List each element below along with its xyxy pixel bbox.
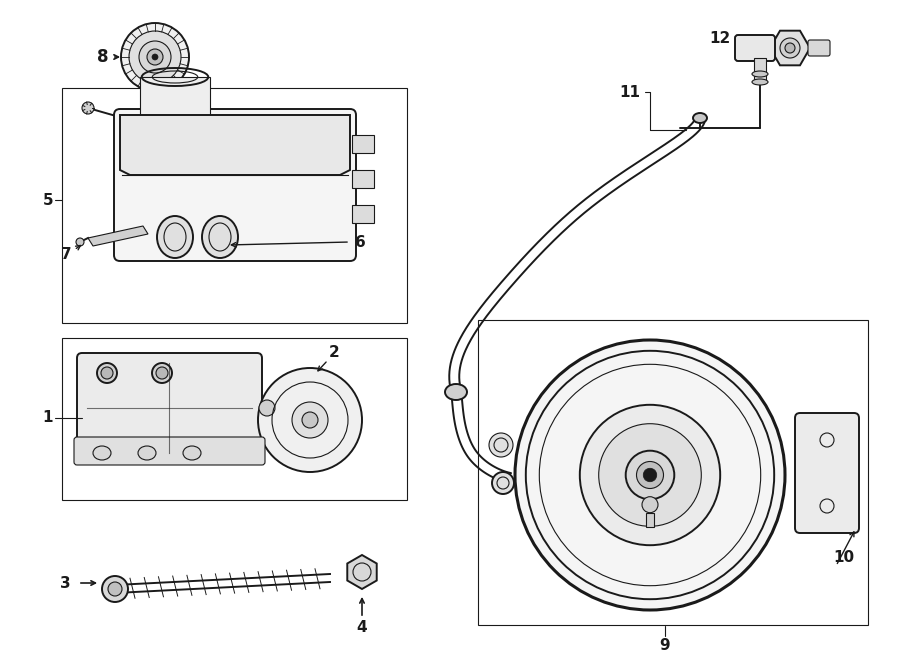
Circle shape <box>156 367 168 379</box>
Circle shape <box>152 54 158 60</box>
Circle shape <box>121 23 189 91</box>
Circle shape <box>152 363 172 383</box>
Circle shape <box>108 582 122 596</box>
Circle shape <box>489 433 513 457</box>
Ellipse shape <box>157 216 193 258</box>
Text: 8: 8 <box>97 48 109 66</box>
FancyBboxPatch shape <box>795 413 859 533</box>
Text: 5: 5 <box>42 193 53 207</box>
Ellipse shape <box>752 79 768 85</box>
FancyBboxPatch shape <box>74 437 265 465</box>
Ellipse shape <box>138 446 156 460</box>
Bar <box>646 512 654 527</box>
Ellipse shape <box>202 216 238 258</box>
Circle shape <box>147 49 163 65</box>
Circle shape <box>492 472 514 494</box>
Bar <box>754 58 766 80</box>
Circle shape <box>258 368 362 472</box>
Text: 3: 3 <box>59 575 70 591</box>
Circle shape <box>102 576 128 602</box>
FancyBboxPatch shape <box>735 35 775 61</box>
FancyBboxPatch shape <box>77 353 262 463</box>
Circle shape <box>642 496 658 512</box>
Circle shape <box>259 400 275 416</box>
Bar <box>352 135 374 153</box>
Circle shape <box>636 461 663 489</box>
Text: 4: 4 <box>356 620 367 634</box>
Polygon shape <box>770 30 810 66</box>
Bar <box>62 338 407 500</box>
Text: 10: 10 <box>833 551 855 565</box>
Polygon shape <box>88 226 148 246</box>
Ellipse shape <box>93 446 111 460</box>
Text: 12: 12 <box>709 30 731 46</box>
Circle shape <box>644 468 657 482</box>
Circle shape <box>101 367 113 379</box>
Circle shape <box>780 38 800 58</box>
Text: 11: 11 <box>619 85 641 99</box>
Bar <box>62 88 407 323</box>
Bar <box>352 205 374 223</box>
Bar <box>352 170 374 188</box>
Circle shape <box>292 402 328 438</box>
Circle shape <box>97 363 117 383</box>
Circle shape <box>598 424 701 526</box>
Text: 7: 7 <box>60 246 71 261</box>
Bar <box>140 77 210 115</box>
Circle shape <box>129 31 181 83</box>
FancyBboxPatch shape <box>808 40 830 56</box>
Circle shape <box>580 404 720 545</box>
Text: 6: 6 <box>355 234 365 250</box>
Text: 2: 2 <box>328 344 339 359</box>
Circle shape <box>82 102 94 114</box>
Ellipse shape <box>693 113 707 123</box>
Ellipse shape <box>183 446 201 460</box>
Circle shape <box>139 41 171 73</box>
Text: 9: 9 <box>660 638 670 653</box>
Circle shape <box>515 340 785 610</box>
Circle shape <box>626 451 674 499</box>
Ellipse shape <box>445 384 467 400</box>
Circle shape <box>76 238 84 246</box>
Circle shape <box>785 43 795 53</box>
Polygon shape <box>347 555 377 589</box>
FancyBboxPatch shape <box>114 109 356 261</box>
Circle shape <box>302 412 318 428</box>
Text: 1: 1 <box>43 410 53 426</box>
Ellipse shape <box>752 71 768 77</box>
Bar <box>478 320 868 625</box>
Polygon shape <box>120 115 350 175</box>
